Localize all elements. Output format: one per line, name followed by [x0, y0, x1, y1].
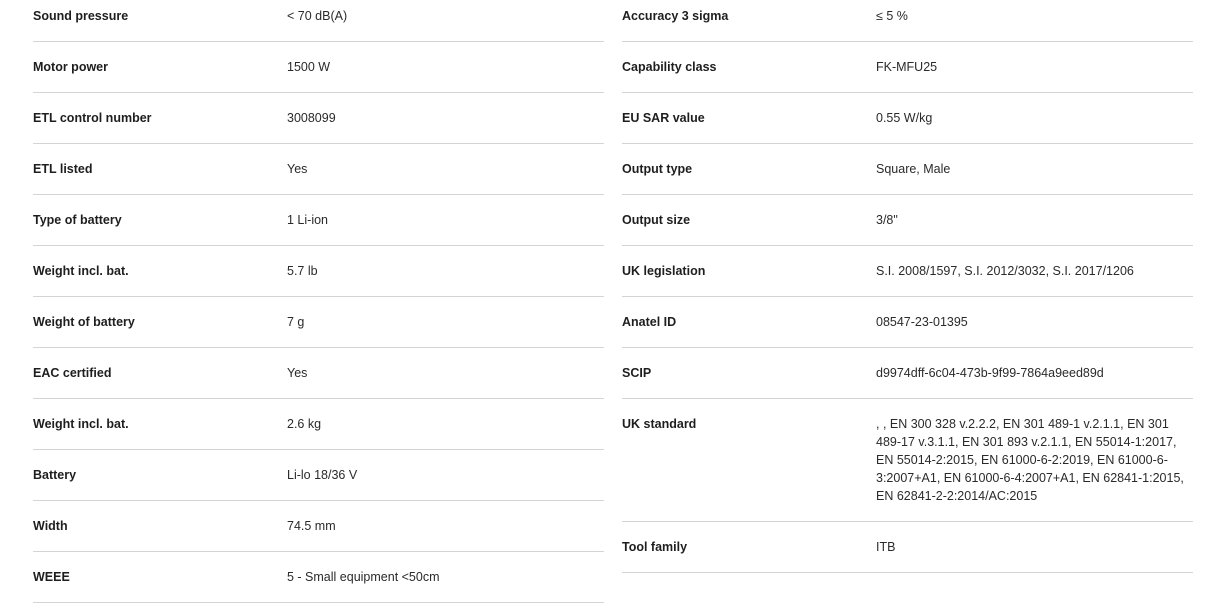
spec-label: Weight incl. bat.: [33, 264, 129, 278]
spec-row: Battery Li-lo 18/36 V: [33, 450, 604, 501]
spec-value: ≤ 5 %: [876, 9, 908, 23]
spec-label: Width: [33, 519, 68, 533]
spec-value: FK-MFU25: [876, 60, 938, 74]
spec-row: Output size 3/8": [622, 195, 1193, 246]
spec-label: EAC certified: [33, 366, 112, 380]
spec-row: Weight of battery 7 g: [33, 297, 604, 348]
spec-row: UK legislation S.I. 2008/1597, S.I. 2012/…: [622, 246, 1193, 297]
spec-row: Weight incl. bat. 5.7 lb: [33, 246, 604, 297]
spec-value: 3/8": [876, 213, 898, 227]
spec-label: Weight incl. bat.: [33, 417, 129, 431]
spec-value: 5 - Small equipment <50cm: [287, 570, 440, 584]
spec-label: UK standard: [622, 417, 697, 431]
spec-label: Anatel ID: [622, 315, 677, 329]
spec-label: Type of battery: [33, 213, 122, 227]
spec-value: S.I. 2008/1597, S.I. 2012/3032, S.I. 201…: [876, 264, 1134, 278]
spec-value: 3008099: [287, 111, 336, 125]
spec-row: ETL listed Yes: [33, 144, 604, 195]
spec-row: Accuracy 3 sigma ≤ 5 %: [622, 0, 1193, 42]
spec-row: SCIP d9974dff-6c04-473b-9f99-7864a9eed89d: [622, 348, 1193, 399]
spec-value: 2.6 kg: [287, 417, 322, 431]
spec-value: Square, Male: [876, 162, 951, 176]
spec-row: Tool family ITB: [622, 522, 1193, 573]
spec-label: Output size: [622, 213, 691, 227]
spec-value: 0.55 W/kg: [876, 111, 933, 125]
spec-value: 74.5 mm: [287, 519, 336, 533]
spec-label: ETL listed: [33, 162, 93, 176]
spec-column-right: Accuracy 3 sigma ≤ 5 % Capability class FK-…: [622, 0, 1193, 573]
spec-value: , , EN 300 328 v.2.2.2, EN 301 489-1 v.2…: [876, 417, 1184, 503]
spec-label: Accuracy 3 sigma: [622, 9, 729, 23]
spec-row: EU SAR value 0.55 W/kg: [622, 93, 1193, 144]
spec-row: Anatel ID 08547-23-01395: [622, 297, 1193, 348]
spec-row: UK standard , , EN 300 328 v.2.2.2, EN 30…: [622, 399, 1193, 522]
spec-label: Capability class: [622, 60, 717, 74]
spec-value: 1 Li-ion: [287, 213, 328, 227]
spec-value: 1500 W: [287, 60, 331, 74]
spec-value: Yes: [287, 366, 308, 380]
spec-label: WEEE: [33, 570, 70, 584]
spec-column-left: Sound pressure < 70 dB(A) Motor power 1500 …: [33, 0, 604, 603]
spec-row: Motor power 1500 W: [33, 42, 604, 93]
spec-value: 08547-23-01395: [876, 315, 968, 329]
spec-row: Type of battery 1 Li-ion: [33, 195, 604, 246]
spec-label: Output type: [622, 162, 693, 176]
spec-row: EAC certified Yes: [33, 348, 604, 399]
spec-row: Capability class FK-MFU25: [622, 42, 1193, 93]
spec-label: Weight of battery: [33, 315, 135, 329]
spec-label: Sound pressure: [33, 9, 129, 23]
spec-value: Li-lo 18/36 V: [287, 468, 358, 482]
spec-row: Sound pressure < 70 dB(A): [33, 0, 604, 42]
spec-value: ITB: [876, 540, 896, 554]
spec-label: Tool family: [622, 540, 688, 554]
spec-label: SCIP: [622, 366, 652, 380]
spec-value: 7 g: [287, 315, 305, 329]
spec-value: Yes: [287, 162, 308, 176]
spec-value: < 70 dB(A): [287, 9, 348, 23]
spec-row: Output type Square, Male: [622, 144, 1193, 195]
spec-row: ETL control number 3008099: [33, 93, 604, 144]
spec-value: d9974dff-6c04-473b-9f99-7864a9eed89d: [876, 366, 1104, 380]
spec-label: Motor power: [33, 60, 108, 74]
spec-row: WEEE 5 - Small equipment <50cm: [33, 552, 604, 603]
spec-value: 5.7 lb: [287, 264, 318, 278]
spec-label: EU SAR value: [622, 111, 705, 125]
spec-label: UK legislation: [622, 264, 706, 278]
spec-row: Weight incl. bat. 2.6 kg: [33, 399, 604, 450]
spec-row: Width 74.5 mm: [33, 501, 604, 552]
spec-label: ETL control number: [33, 111, 152, 125]
spec-label: Battery: [33, 468, 77, 482]
